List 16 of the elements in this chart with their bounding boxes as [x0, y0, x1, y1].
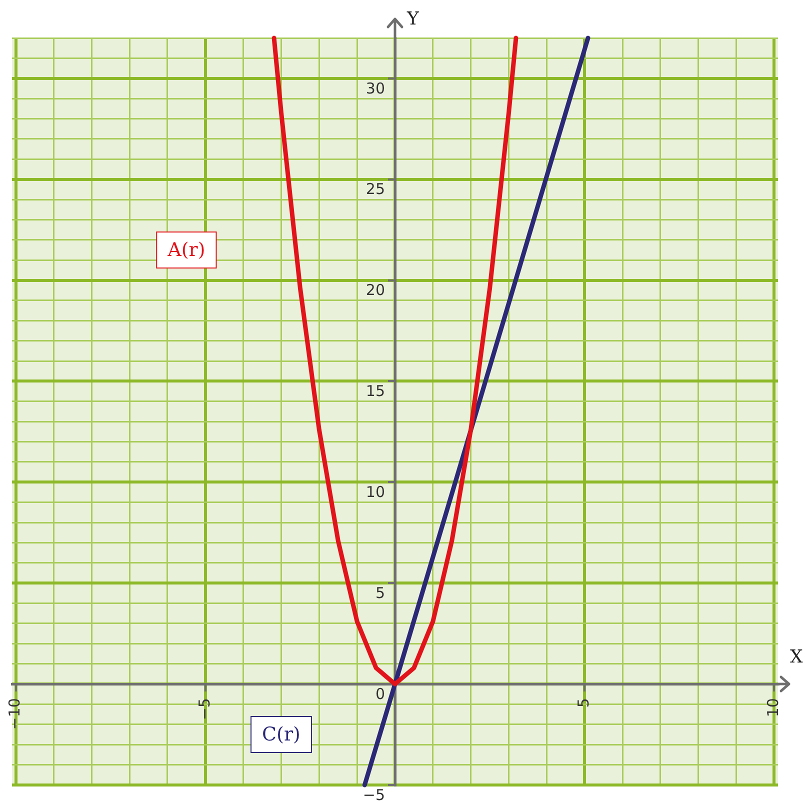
- y-tick-label: 5: [375, 584, 385, 602]
- y-tick-label: 30: [366, 79, 385, 98]
- y-tick-label: 15: [366, 382, 385, 400]
- x-tick-label: −10: [6, 698, 24, 730]
- x-tick-label: 10: [764, 698, 782, 718]
- x-tick-label: 5: [574, 698, 592, 708]
- y-tick-label: 20: [366, 281, 385, 300]
- y-tick-label: 10: [366, 483, 385, 502]
- x-axis-title: X: [790, 646, 803, 668]
- text: A(r): [166, 238, 206, 261]
- y-tick-label: −5: [362, 786, 385, 803]
- text: C(r): [262, 723, 300, 746]
- y-tick-label: 0: [375, 684, 385, 703]
- y-tick-label: 25: [366, 180, 385, 198]
- y-axis-title: Y: [406, 8, 420, 30]
- x-tick-label: −5: [195, 698, 214, 720]
